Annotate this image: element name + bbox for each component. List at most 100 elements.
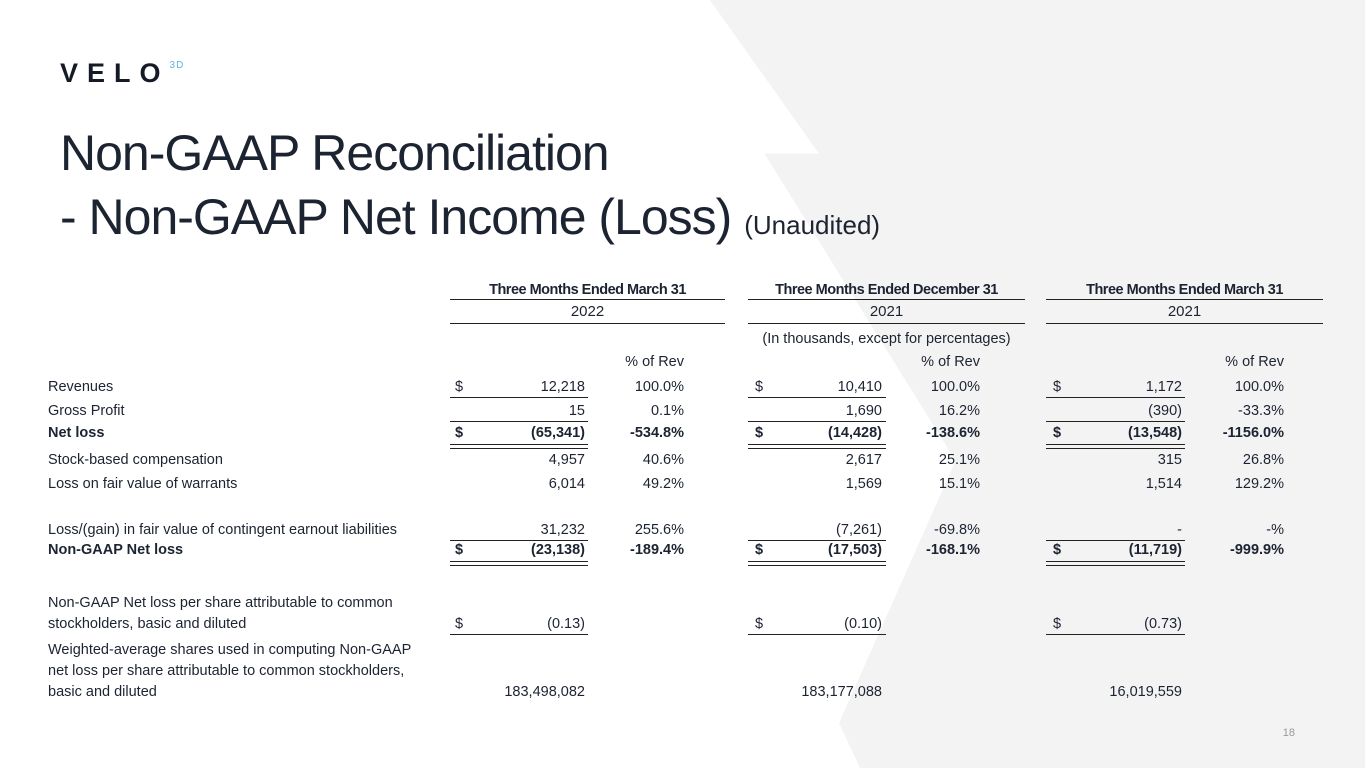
header-divider	[748, 323, 1025, 324]
cell-underline	[1046, 634, 1185, 635]
row-label: Gross Profit	[48, 403, 125, 419]
cell-pct: 15.1%	[938, 476, 980, 492]
cell-pct: -189.4%	[629, 542, 684, 558]
column-year-header: 2021	[869, 303, 904, 320]
cell-value: 16,019,559	[1109, 684, 1182, 700]
dollar-sign: $	[1053, 542, 1062, 558]
row-label: Non-GAAP Net loss	[48, 542, 184, 558]
unaudited-note: (Unaudited)	[744, 210, 881, 240]
logo-sup: 3D	[169, 60, 185, 71]
cell-value: 31,232	[540, 522, 585, 538]
row-label: Loss/(gain) in fair value of contingent …	[48, 522, 398, 538]
logo-text: VELO	[60, 58, 170, 88]
cell-underline	[450, 634, 588, 635]
cell-pct: -168.1%	[925, 542, 980, 558]
cell-pct: -138.6%	[925, 425, 980, 441]
cell-value: 6,014	[548, 476, 585, 492]
cell-value: (13,548)	[1127, 425, 1182, 441]
column-year-header: 2022	[570, 303, 605, 320]
dollar-sign: $	[455, 542, 464, 558]
cell-value: 1,172	[1145, 379, 1182, 395]
cell-pct: 40.6%	[642, 452, 684, 468]
cell-pct: 0.1%	[650, 403, 684, 419]
cell-double-underline	[450, 561, 588, 566]
row-label: Loss on fair value of warrants	[48, 476, 238, 492]
cell-underline	[748, 540, 886, 541]
dollar-sign: $	[755, 616, 764, 632]
cell-underline	[450, 421, 588, 422]
row-label: stockholders, basic and diluted	[48, 616, 247, 632]
cell-pct: 16.2%	[938, 403, 980, 419]
cell-pct: -1156.0%	[1222, 425, 1284, 441]
dollar-sign: $	[455, 425, 464, 441]
dollar-sign: $	[1053, 425, 1062, 441]
column-period-header: Three Months Ended March 31	[489, 282, 686, 298]
cell-pct: -999.9%	[1229, 542, 1284, 558]
dollar-sign: $	[755, 542, 764, 558]
cell-value: (7,261)	[836, 522, 882, 538]
cell-underline	[450, 397, 588, 398]
cell-pct: 49.2%	[642, 476, 684, 492]
dollar-sign: $	[755, 425, 764, 441]
cell-pct: 129.2%	[1234, 476, 1284, 492]
dollar-sign: $	[1053, 616, 1062, 632]
column-year-header: 2021	[1167, 303, 1202, 320]
units-note: (In thousands, except for percentages)	[762, 331, 1011, 347]
page-subtitle: - Non-GAAP Net Income (Loss) (Unaudited)	[60, 188, 880, 246]
header-divider	[1046, 299, 1323, 300]
cell-value: (14,428)	[827, 425, 882, 441]
cell-underline	[748, 421, 886, 422]
cell-underline	[748, 397, 886, 398]
cell-value: (23,138)	[530, 542, 585, 558]
cell-underline	[748, 634, 886, 635]
header-divider	[450, 299, 725, 300]
cell-value: 2,617	[845, 452, 882, 468]
cell-value: (390)	[1148, 403, 1182, 419]
cell-value: 183,177,088	[801, 684, 882, 700]
cell-value: (65,341)	[530, 425, 585, 441]
cell-double-underline	[1046, 444, 1185, 449]
cell-pct: 26.8%	[1242, 452, 1284, 468]
column-period-header: Three Months Ended March 31	[1086, 282, 1283, 298]
cell-value: 183,498,082	[504, 684, 585, 700]
cell-value: (0.13)	[547, 616, 585, 632]
subtitle-text: - Non-GAAP Net Income (Loss)	[60, 189, 732, 245]
cell-pct: -69.8%	[934, 522, 980, 538]
cell-value: -	[1177, 522, 1182, 538]
dollar-sign: $	[755, 379, 764, 395]
cell-pct: 100.0%	[634, 379, 684, 395]
page-title: Non-GAAP Reconciliation	[60, 125, 610, 181]
cell-underline	[1046, 540, 1185, 541]
header-divider	[748, 299, 1025, 300]
row-label: Revenues	[48, 379, 114, 395]
cell-value: 12,218	[540, 379, 585, 395]
cell-pct: -%	[1266, 522, 1284, 538]
page-number: 18	[1282, 727, 1295, 739]
cell-pct: -534.8%	[629, 425, 684, 441]
cell-pct: -33.3%	[1238, 403, 1284, 419]
cell-value: (0.10)	[844, 616, 882, 632]
cell-value: 1,569	[845, 476, 882, 492]
cell-value: 4,957	[548, 452, 585, 468]
row-label: Weighted-average shares used in computin…	[48, 642, 412, 658]
cell-value: (17,503)	[827, 542, 882, 558]
row-label: net loss per share attributable to commo…	[48, 663, 405, 679]
cell-value: 15	[568, 403, 585, 419]
row-label: Non-GAAP Net loss per share attributable…	[48, 595, 393, 611]
dollar-sign: $	[1053, 379, 1062, 395]
cell-double-underline	[748, 561, 886, 566]
cell-double-underline	[450, 444, 588, 449]
cell-pct: 100.0%	[930, 379, 980, 395]
cell-pct: 25.1%	[938, 452, 980, 468]
cell-value: 10,410	[837, 379, 882, 395]
cell-double-underline	[748, 444, 886, 449]
header-divider	[450, 323, 725, 324]
row-label: Stock-based compensation	[48, 452, 223, 468]
row-label: Net loss	[48, 425, 105, 441]
cell-pct: 255.6%	[634, 522, 684, 538]
cell-underline	[450, 540, 588, 541]
row-label: basic and diluted	[48, 684, 157, 700]
pct-of-rev-header: % of Rev	[1225, 354, 1284, 370]
